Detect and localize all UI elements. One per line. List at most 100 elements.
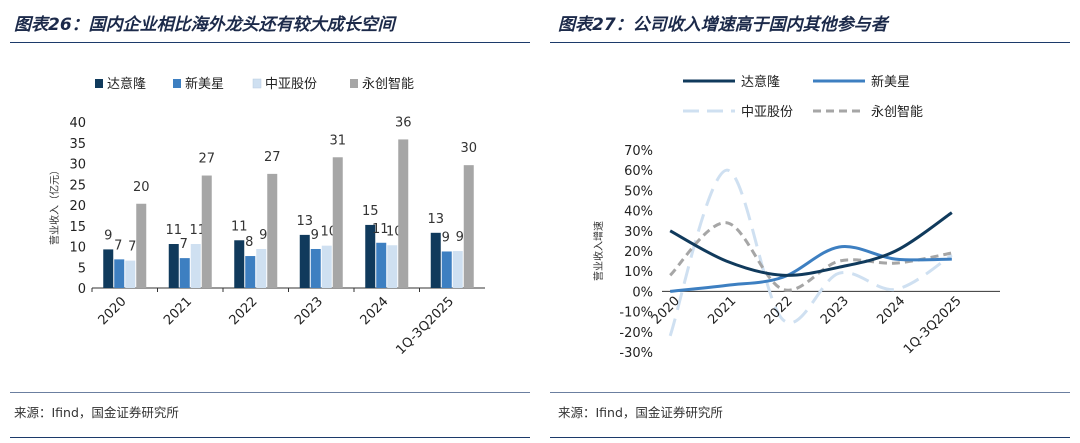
x-tick-label: 2021 — [705, 294, 739, 328]
bar-data-label: 31 — [329, 133, 346, 148]
legend-label-2: 新美星 — [185, 76, 224, 92]
legend-label-4: 永创智能 — [871, 105, 923, 120]
bar — [201, 175, 212, 288]
y-tick-label: -30% — [619, 346, 653, 361]
y-tick-label: 30 — [69, 158, 86, 173]
bar-data-label: 36 — [395, 115, 412, 130]
right-title-rule — [550, 42, 1070, 43]
bar — [234, 240, 245, 288]
series-line-3 — [668, 168, 953, 337]
y-tick-label: 40% — [624, 205, 653, 220]
bar-data-label: 7 — [128, 240, 136, 255]
bar-data-label: 30 — [460, 141, 477, 156]
y-tick-label: -10% — [619, 306, 653, 321]
bar — [452, 251, 463, 288]
bar — [387, 245, 398, 288]
bar — [310, 248, 321, 288]
right-chart-source: 来源：Ifind，国金证券研究所 — [558, 405, 723, 420]
legend-label-2: 新美星 — [871, 74, 910, 90]
bar — [114, 259, 125, 288]
legend-swatch-3 — [252, 78, 262, 89]
legend-label-4: 永创智能 — [362, 77, 414, 92]
y-tick-label: 70% — [624, 144, 653, 159]
y-tick-label: 30% — [624, 225, 653, 240]
y-tick-label: 25 — [69, 178, 86, 193]
bar-data-label: 27 — [198, 152, 215, 167]
x-tick-label: 2022 — [762, 294, 796, 328]
x-tick-label: 2020 — [649, 294, 683, 328]
bar — [245, 256, 256, 288]
bar-data-label: 7 — [114, 238, 122, 253]
y-tick-label: 35 — [69, 137, 86, 152]
left-title-rule — [10, 42, 530, 43]
left-chart-title: 图表26：国内企业相比海外龙头还有较大成长空间 — [14, 15, 395, 35]
bar-data-label: 8 — [245, 235, 253, 250]
bar-data-label: 7 — [180, 237, 188, 252]
bar — [332, 157, 343, 288]
bar-data-label: 9 — [259, 228, 267, 243]
bar-data-label: 11 — [372, 222, 389, 237]
bar — [168, 244, 179, 288]
y-tick-label: 5 — [78, 261, 86, 276]
y-tick-label: 10% — [624, 265, 653, 280]
bar — [103, 249, 114, 288]
bar — [179, 258, 190, 288]
bar — [321, 245, 332, 288]
series-line-4 — [669, 221, 953, 292]
bar-data-label: 13 — [296, 214, 313, 229]
y-tick-label: 10 — [69, 241, 86, 256]
left-chart-source: 来源：Ifind，国金证券研究所 — [14, 405, 179, 420]
right-source-rule — [550, 392, 1070, 393]
legend-swatch-4 — [350, 79, 358, 88]
right-bottom-rule — [550, 437, 1070, 438]
x-tick-label: 2022 — [227, 294, 261, 328]
x-tick-label: 2024 — [358, 294, 392, 328]
bar — [299, 234, 310, 288]
legend-label-3: 中亚股份 — [741, 105, 793, 120]
y-tick-label: 20 — [69, 199, 86, 214]
bar-data-label: 27 — [264, 150, 281, 165]
bar-data-label: 9 — [311, 228, 319, 243]
bar — [441, 251, 452, 288]
bar — [365, 224, 376, 288]
series-line-1 — [669, 211, 953, 277]
x-tick-label: 1Q-3Q2025 — [901, 294, 965, 358]
bar-data-label: 9 — [442, 230, 450, 245]
left-source-rule — [10, 392, 530, 393]
x-tick-label: 2021 — [161, 294, 195, 328]
bar-data-label: 9 — [104, 228, 112, 243]
bar-data-label: 11 — [231, 219, 248, 234]
y-tick-label: 50% — [624, 184, 653, 199]
x-tick-label: 2023 — [292, 294, 326, 328]
y-tick-label: 60% — [624, 164, 653, 179]
bar — [136, 203, 147, 288]
y-tick-label: 20% — [624, 245, 653, 260]
legend-swatch-2 — [173, 79, 181, 88]
bar — [125, 260, 136, 288]
left-bottom-rule — [10, 437, 530, 438]
bar — [430, 232, 441, 288]
y-tick-label: -20% — [619, 326, 653, 341]
bar-data-label: 15 — [362, 204, 379, 219]
legend-swatch-1 — [95, 79, 103, 88]
y-axis-title: 营业收入增速 — [592, 221, 605, 281]
x-tick-label: 2024 — [874, 294, 908, 328]
bar — [398, 139, 409, 288]
y-axis-title: 营业收入（亿元） — [48, 165, 61, 245]
bar-data-label: 20 — [133, 180, 150, 195]
y-tick-label: 0 — [78, 282, 86, 297]
bar-data-label: 9 — [456, 230, 464, 245]
x-tick-label: 2020 — [96, 294, 130, 328]
legend-label-3: 中亚股份 — [265, 77, 317, 92]
y-tick-label: 0% — [632, 285, 653, 300]
y-tick-label: 40 — [69, 116, 86, 131]
bar — [256, 248, 267, 288]
y-tick-label: 15 — [69, 220, 86, 235]
x-tick-label: 1Q-3Q2025 — [393, 294, 457, 358]
bar — [190, 244, 201, 288]
right-chart-panel: 图表27：公司收入增速高于国内其他参与者 达意隆 新美星 中亚股份 永创智能 -30% -… — [540, 0, 1080, 443]
series-line-2 — [670, 245, 952, 293]
bar-data-label: 11 — [165, 223, 182, 238]
bar — [463, 165, 474, 288]
